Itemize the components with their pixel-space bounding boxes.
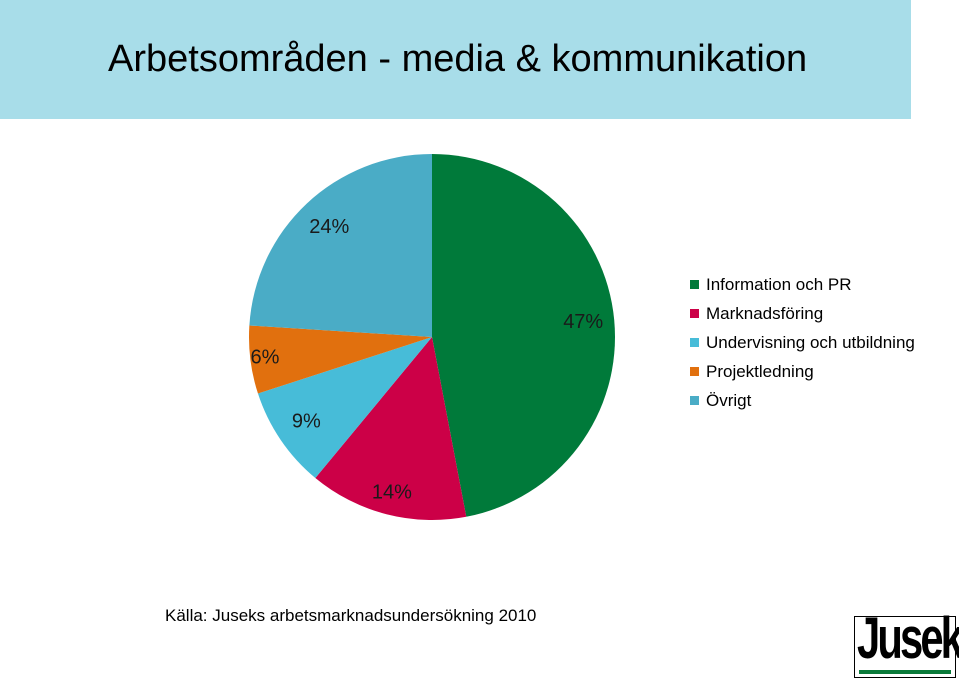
chart-legend: Information och PR Marknadsföring Undervis… [690,270,915,415]
legend-swatch-4 [690,396,699,405]
jusek-logo: Jusek [854,610,959,678]
legend-label-0: Information och PR [706,274,852,294]
legend-label-2: Undervisning och utbildning [706,332,915,352]
legend-item-1: Marknadsföring [690,299,915,328]
pie-slice-3 [249,325,432,394]
page-title: Arbetsområden - media & kommunikation [108,38,808,80]
logo-text: Jusek [857,606,959,671]
slice-label-4: 24% [309,216,349,238]
slice-label-0: 47% [563,311,603,333]
pie-slice-2 [257,337,432,479]
legend-swatch-1 [690,309,699,318]
slice-label-3: 6% [251,346,280,368]
legend-label-1: Marknadsföring [706,303,824,323]
legend-item-3: Projektledning [690,357,915,386]
title-bar: Arbetsområden - media & kommunikation [0,0,911,119]
legend-item-2: Undervisning och utbildning [690,328,915,357]
legend-label-3: Projektledning [706,361,814,381]
legend-label-4: Övrigt [706,390,752,410]
slice-label-2: 9% [292,411,321,433]
legend-swatch-0 [690,280,699,289]
logo-underline [859,670,951,674]
legend-item-4: Övrigt [690,386,915,415]
pie-slice-0 [432,154,615,517]
pie-slice-1 [315,337,467,520]
slice-label-1: 14% [372,481,412,503]
pie-slice-4 [249,154,432,337]
source-note: Källa: Juseks arbetsmarknadsundersökning… [165,606,537,625]
legend-swatch-3 [690,367,699,376]
legend-swatch-2 [690,338,699,347]
legend-item-0: Information och PR [690,270,915,299]
